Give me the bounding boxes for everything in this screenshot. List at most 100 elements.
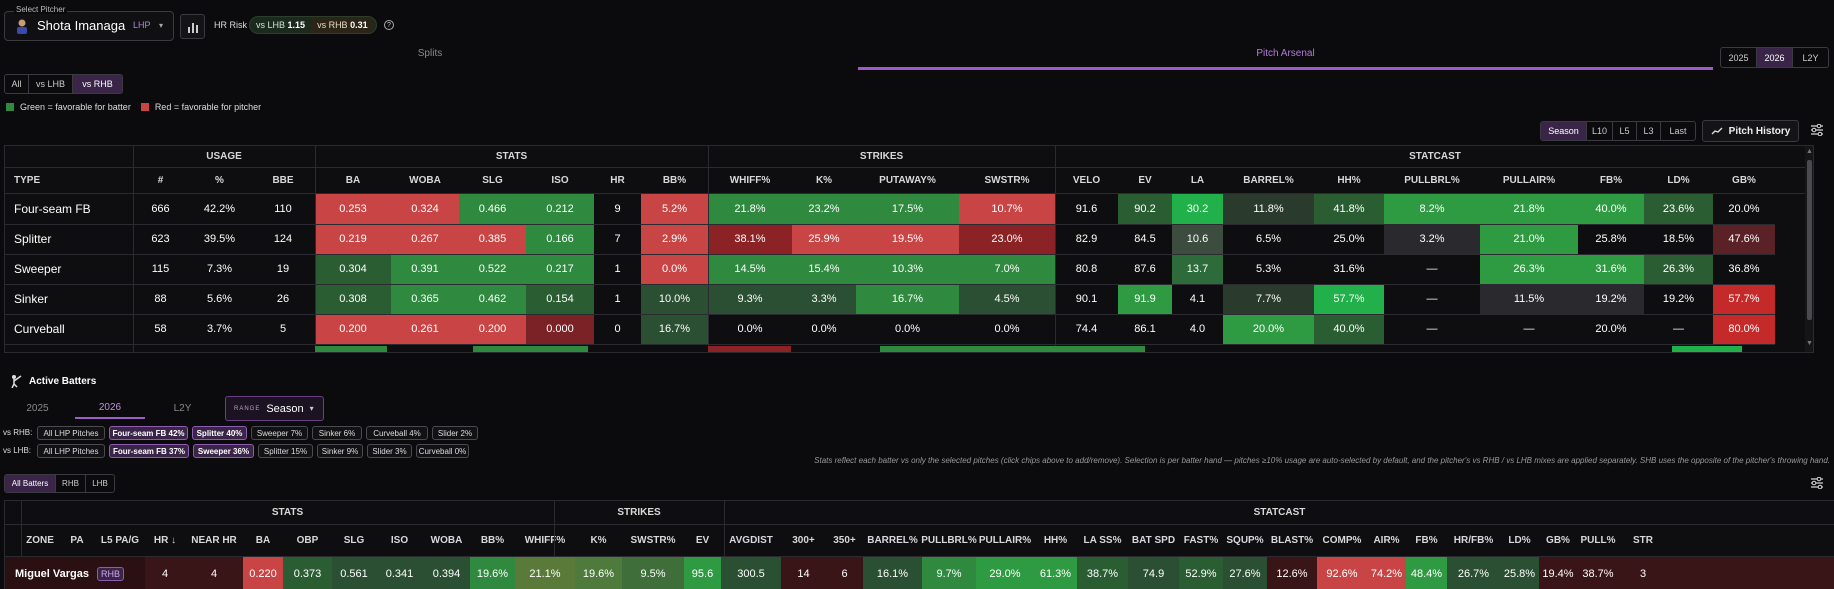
batter-col-gb[interactable]: GB% <box>1546 535 1570 546</box>
col-[interactable]: % <box>215 175 224 186</box>
batter-filter-rhb[interactable]: RHB <box>56 475 86 492</box>
col-slg[interactable]: SLG <box>482 175 503 186</box>
scroll-down-icon[interactable]: ▼ <box>1806 340 1813 347</box>
batter-col-avgdist[interactable]: AVGDIST <box>729 535 773 546</box>
batter-col-iso[interactable]: ISO <box>390 535 409 546</box>
batter-col-pa[interactable]: PA <box>70 535 84 546</box>
hand-filter-all[interactable]: All <box>5 75 29 93</box>
batter-col-hh[interactable]: HH% <box>1043 535 1068 546</box>
tab-splits[interactable]: Splits <box>0 48 860 68</box>
pitch-chip-slider-2[interactable]: Slider 2% <box>432 426 478 440</box>
batter-filter-all[interactable]: All Batters <box>5 475 56 492</box>
pitch-chip-curveball-0[interactable]: Curveball 0% <box>416 444 469 458</box>
batter-col-zone[interactable]: ZONE <box>26 535 54 546</box>
arsenal-scrollbar[interactable]: ▲ ▼ <box>1805 146 1813 352</box>
batter-col-woba[interactable]: WOBA <box>430 535 463 546</box>
batter-col-bb[interactable]: BB% <box>480 535 505 546</box>
pitch-chip-slider-3[interactable]: Slider 3% <box>367 444 412 458</box>
batter-col-comp[interactable]: COMP% <box>1322 535 1362 546</box>
batter-col-300[interactable]: 300+ <box>792 535 815 546</box>
batter-col-la-ss[interactable]: LA SS% <box>1083 535 1122 546</box>
pitch-history-button[interactable]: Pitch History <box>1702 120 1799 142</box>
col-fb[interactable]: FB% <box>1599 175 1623 186</box>
batter-col-fast[interactable]: FAST% <box>1183 535 1219 546</box>
season-tab-2026[interactable]: 2026 <box>1757 48 1793 67</box>
tab-pitch-arsenal[interactable]: Pitch Arsenal <box>858 48 1713 68</box>
batter-season-2025[interactable]: 2025 <box>26 402 49 414</box>
pitch-chip-sinker-6[interactable]: Sinker 6% <box>312 426 362 440</box>
batter-col-whiff[interactable]: WHIFF% <box>524 535 566 546</box>
pitch-chip-sweeper-36[interactable]: Sweeper 36% <box>193 444 254 458</box>
pitch-row-splitter[interactable]: Splitter 623 39.5% 124 0.219 0.267 0.385 0.166 7… <box>5 224 1775 255</box>
range-tab-season[interactable]: Season <box>1541 122 1587 140</box>
pitch-chip-sweeper-7[interactable]: Sweeper 7% <box>251 426 308 440</box>
col-hr[interactable]: HR <box>610 175 625 186</box>
col-barrel[interactable]: BARREL% <box>1243 175 1294 186</box>
col-iso[interactable]: ISO <box>551 175 569 186</box>
col-k[interactable]: K% <box>815 175 833 186</box>
range-select[interactable]: RANGE Season ▾ <box>225 396 324 421</box>
pitch-chip-curveball-4[interactable]: Curveball 4% <box>366 426 428 440</box>
chart-toggle-button[interactable] <box>180 14 205 39</box>
col-ba[interactable]: BA <box>345 175 361 186</box>
col-velo[interactable]: VELO <box>1072 175 1101 186</box>
batter-col-blast[interactable]: BLAST% <box>1270 535 1314 546</box>
pitch-chip-four-seam-fb-37[interactable]: Four-seam FB 37% <box>109 444 189 458</box>
col-gb[interactable]: GB% <box>1732 175 1756 186</box>
help-icon[interactable]: ? <box>384 20 394 30</box>
pitch-chip-sinker-9[interactable]: Sinker 9% <box>317 444 363 458</box>
batter-col-obp[interactable]: OBP <box>296 535 319 546</box>
pitch-chip-all-lhp-pitches[interactable]: All LHP Pitches <box>37 426 105 440</box>
col-ev[interactable]: EV <box>1138 175 1152 186</box>
scroll-up-icon[interactable]: ▲ <box>1806 148 1813 155</box>
col-hh[interactable]: HH% <box>1337 175 1361 186</box>
batter-col-str[interactable]: STR <box>1633 535 1653 546</box>
batter-col-hr[interactable]: HR ↓ <box>153 535 177 546</box>
batter-col-barrel[interactable]: BARREL% <box>867 535 918 546</box>
season-tab-l2y[interactable]: L2Y <box>1802 52 1819 63</box>
pitch-chip-splitter-40[interactable]: Splitter 40% <box>192 426 247 440</box>
range-tab-l10[interactable]: L10 <box>1587 122 1613 140</box>
batter-col-air[interactable]: AIR% <box>1373 535 1400 546</box>
batter-col-slg[interactable]: SLG <box>343 535 365 546</box>
pitch-chip-all-lhp-pitches[interactable]: All LHP Pitches <box>37 444 105 458</box>
batter-season-l2y[interactable]: L2Y <box>173 402 192 414</box>
batter-col-hr-fb[interactable]: HR/FB% <box>1453 535 1494 546</box>
pitch-row-sinker[interactable]: Sinker 88 5.6% 26 0.308 0.365 0.462 0.154 1 10.0%… <box>5 284 1775 315</box>
col-putaway[interactable]: PUTAWAY% <box>879 175 936 186</box>
col-type[interactable]: TYPE <box>14 175 41 186</box>
pitch-row-sweeper[interactable]: Sweeper 115 7.3% 19 0.304 0.391 0.522 0.217 1 0.0… <box>5 254 1775 285</box>
col-bbe[interactable]: BBE <box>272 175 294 186</box>
scroll-thumb[interactable] <box>1807 160 1812 320</box>
column-settings-icon[interactable] <box>1810 123 1824 139</box>
batter-col-squp[interactable]: SQUP% <box>1226 535 1264 546</box>
batter-col-k[interactable]: K% <box>590 535 607 546</box>
col-whiff[interactable]: WHIFF% <box>729 175 771 186</box>
col-swstr[interactable]: SWSTR% <box>984 175 1030 186</box>
col-woba[interactable]: WOBA <box>409 175 441 186</box>
col-bb[interactable]: BB% <box>662 175 687 186</box>
pitcher-select[interactable]: Select Pitcher Shota Imanaga LHP ▾ <box>4 5 174 41</box>
range-tab-l5[interactable]: L5 <box>1613 122 1637 140</box>
batter-filter-lhb[interactable]: LHB <box>92 479 108 488</box>
hand-filter-rhb[interactable]: vs RHB <box>73 75 122 93</box>
pitch-chip-splitter-15[interactable]: Splitter 15% <box>258 444 313 458</box>
col-ld[interactable]: LD% <box>1667 175 1690 186</box>
batter-col-near-hr[interactable]: NEAR HR <box>191 535 237 546</box>
col-[interactable]: # <box>157 175 164 186</box>
batter-row[interactable]: Miguel Vargas RHB 4 4 0.220 0.373 0.561 0.341 0.… <box>5 557 1834 589</box>
batter-col-pullbrl[interactable]: PULLBRL% <box>921 535 977 546</box>
batter-col-l5-pa-g[interactable]: L5 PA/G <box>100 535 140 546</box>
batter-season-2026[interactable]: 2026 <box>75 397 145 419</box>
col-la[interactable]: LA <box>1190 175 1205 186</box>
batter-col-ld[interactable]: LD% <box>1508 535 1531 546</box>
hand-filter-lhb[interactable]: vs LHB <box>29 75 73 93</box>
batter-col-350[interactable]: 350+ <box>833 535 856 546</box>
pitch-chip-four-seam-fb-42[interactable]: Four-seam FB 42% <box>109 426 188 440</box>
col-pullbrl[interactable]: PULLBRL% <box>1404 175 1460 186</box>
batter-col-ba[interactable]: BA <box>255 535 271 546</box>
batter-col-pullair[interactable]: PULLAIR% <box>978 535 1032 546</box>
range-tab-last[interactable]: Last <box>1669 126 1687 136</box>
season-tab-2025[interactable]: 2025 <box>1721 48 1757 67</box>
batter-col-bat-spd[interactable]: BAT SPD <box>1131 535 1176 546</box>
